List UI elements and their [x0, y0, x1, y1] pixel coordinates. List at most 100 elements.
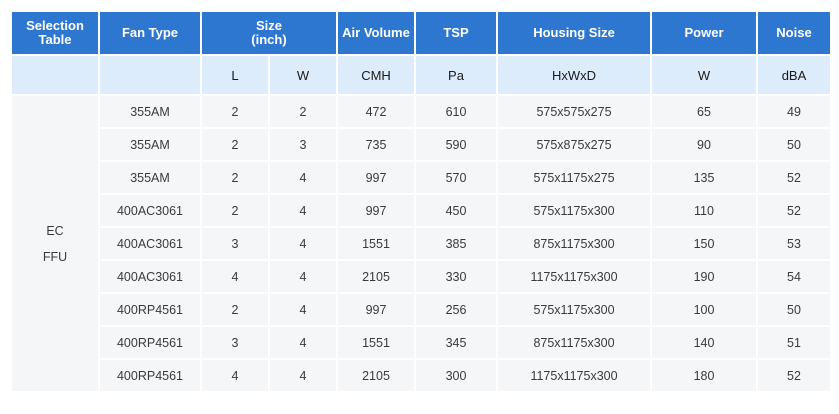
- size-w-cell: 4: [270, 327, 336, 358]
- table-row: 400RP4561 4 4 2105 300 1175x1175x300 180 52: [12, 360, 830, 391]
- size-l-cell: 2: [202, 195, 268, 226]
- header-tsp: TSP: [416, 12, 496, 54]
- header-housing-size: Housing Size: [498, 12, 650, 54]
- noise-cell: 52: [758, 360, 830, 391]
- size-l-cell: 3: [202, 327, 268, 358]
- header-noise: Noise: [758, 12, 830, 54]
- size-l-cell: 2: [202, 96, 268, 127]
- unit-tsp: Pa: [416, 56, 496, 94]
- noise-cell: 49: [758, 96, 830, 127]
- header-size: Size (inch): [202, 12, 336, 54]
- housing-size-cell: 875x1175x300: [498, 327, 650, 358]
- housing-size-cell: 1175x1175x300: [498, 360, 650, 391]
- noise-cell: 54: [758, 261, 830, 292]
- unit-empty-2: [100, 56, 200, 94]
- size-w-cell: 2: [270, 96, 336, 127]
- air-volume-cell: 2105: [338, 360, 414, 391]
- air-volume-cell: 997: [338, 162, 414, 193]
- power-cell: 135: [652, 162, 756, 193]
- fan-type-cell: 355AM: [100, 129, 200, 160]
- size-w-cell: 4: [270, 162, 336, 193]
- power-cell: 190: [652, 261, 756, 292]
- fan-type-cell: 355AM: [100, 162, 200, 193]
- table-row: 355AM 2 3 735 590 575x875x275 90 50: [12, 129, 830, 160]
- air-volume-cell: 472: [338, 96, 414, 127]
- housing-size-cell: 575x875x275: [498, 129, 650, 160]
- table-row: 400AC3061 3 4 1551 385 875x1175x300 150 53: [12, 228, 830, 259]
- size-w-cell: 3: [270, 129, 336, 160]
- power-cell: 90: [652, 129, 756, 160]
- tsp-cell: 256: [416, 294, 496, 325]
- noise-cell: 50: [758, 294, 830, 325]
- group-label-line: FFU: [42, 249, 68, 264]
- housing-size-cell: 575x575x275: [498, 96, 650, 127]
- air-volume-cell: 1551: [338, 327, 414, 358]
- table-row: EC FFU 355AM 2 2 472 610 575x575x275 65 49: [12, 96, 830, 391]
- unit-w: W: [270, 56, 336, 94]
- size-w-cell: 4: [270, 360, 336, 391]
- fan-type-cell: 400RP4561: [100, 360, 200, 391]
- air-volume-cell: 997: [338, 294, 414, 325]
- power-cell: 140: [652, 327, 756, 358]
- tsp-cell: 330: [416, 261, 496, 292]
- header-air-volume: Air Volume: [338, 12, 414, 54]
- size-l-cell: 2: [202, 162, 268, 193]
- selection-table: Selection Table Fan Type Size (inch) Air V…: [10, 10, 832, 393]
- housing-size-cell: 575x1175x300: [498, 294, 650, 325]
- size-l-cell: 2: [202, 129, 268, 160]
- fan-type-cell: 400AC3061: [100, 228, 200, 259]
- size-l-cell: 2: [202, 294, 268, 325]
- air-volume-cell: 1551: [338, 228, 414, 259]
- header-power: Power: [652, 12, 756, 54]
- air-volume-cell: 997: [338, 195, 414, 226]
- fan-type-cell: 400AC3061: [100, 261, 200, 292]
- size-w-cell: 4: [270, 195, 336, 226]
- power-cell: 180: [652, 360, 756, 391]
- size-w-cell: 4: [270, 294, 336, 325]
- housing-size-cell: 1175x1175x300: [498, 261, 650, 292]
- group-label-cell: EC FFU: [12, 96, 98, 391]
- power-cell: 110: [652, 195, 756, 226]
- air-volume-cell: 735: [338, 129, 414, 160]
- power-cell: 150: [652, 228, 756, 259]
- header-fan-type: Fan Type: [100, 12, 200, 54]
- unit-noise: dBA: [758, 56, 830, 94]
- size-l-cell: 3: [202, 228, 268, 259]
- size-w-cell: 4: [270, 261, 336, 292]
- tsp-cell: 610: [416, 96, 496, 127]
- size-w-cell: 4: [270, 228, 336, 259]
- noise-cell: 53: [758, 228, 830, 259]
- power-cell: 100: [652, 294, 756, 325]
- unit-empty-1: [12, 56, 98, 94]
- header-selection-table-line1: Selection: [26, 18, 84, 33]
- tsp-cell: 345: [416, 327, 496, 358]
- tsp-cell: 385: [416, 228, 496, 259]
- header-selection-table-line2: Table: [38, 32, 72, 47]
- size-l-cell: 4: [202, 360, 268, 391]
- tsp-cell: 450: [416, 195, 496, 226]
- table-row: 400RP4561 2 4 997 256 575x1175x300 100 50: [12, 294, 830, 325]
- tsp-cell: 300: [416, 360, 496, 391]
- header-size-line1: Size: [255, 18, 282, 33]
- air-volume-cell: 2105: [338, 261, 414, 292]
- group-label-line: EC: [46, 223, 64, 238]
- unit-air-volume: CMH: [338, 56, 414, 94]
- housing-size-cell: 575x1175x275: [498, 162, 650, 193]
- housing-size-cell: 875x1175x300: [498, 228, 650, 259]
- header-selection-table: Selection Table: [12, 12, 98, 54]
- table-row: 400AC3061 2 4 997 450 575x1175x300 110 52: [12, 195, 830, 226]
- fan-type-cell: 355AM: [100, 96, 200, 127]
- noise-cell: 52: [758, 162, 830, 193]
- tsp-cell: 570: [416, 162, 496, 193]
- header-size-line2: (inch): [251, 32, 287, 47]
- size-l-cell: 4: [202, 261, 268, 292]
- fan-type-cell: 400RP4561: [100, 294, 200, 325]
- table-row: 355AM 2 4 997 570 575x1175x275 135 52: [12, 162, 830, 193]
- unit-housing-size: HxWxD: [498, 56, 650, 94]
- fan-type-cell: 400AC3061: [100, 195, 200, 226]
- noise-cell: 52: [758, 195, 830, 226]
- tsp-cell: 590: [416, 129, 496, 160]
- table-body: EC FFU 355AM 2 2 472 610 575x575x275 65 49 355AM 2 3…: [12, 96, 830, 391]
- unit-l: L: [202, 56, 268, 94]
